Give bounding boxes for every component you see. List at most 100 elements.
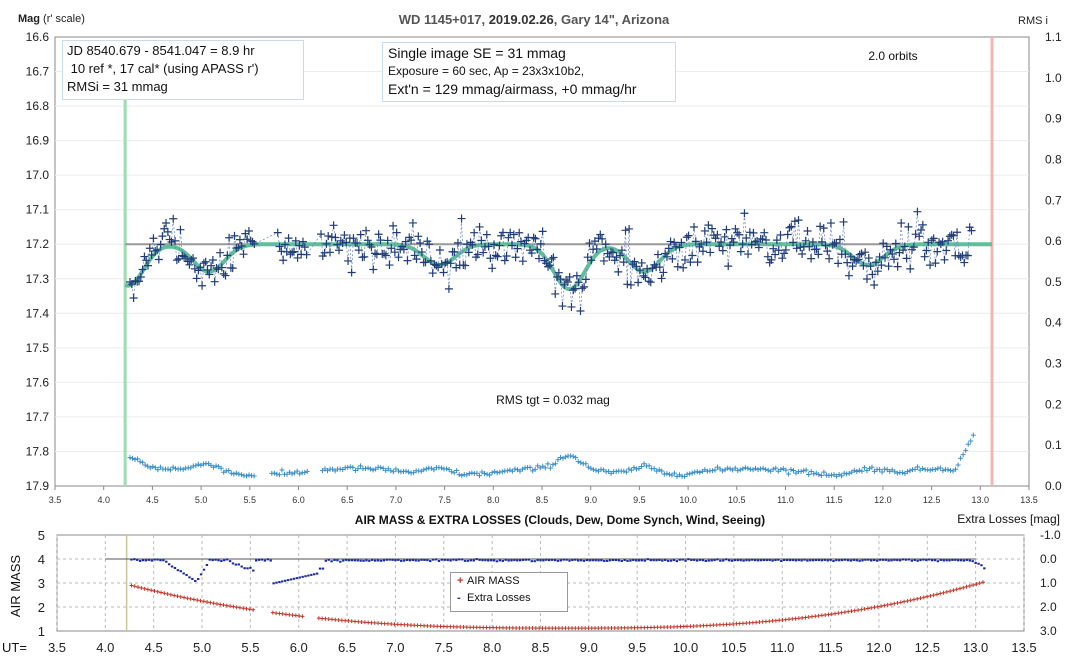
rms-point bbox=[147, 465, 153, 471]
rms-point bbox=[765, 467, 771, 473]
extra-loss-point bbox=[156, 558, 159, 561]
top-y-tick-label: 16.7 bbox=[26, 65, 50, 79]
magnitude-point bbox=[353, 239, 362, 248]
rms-point bbox=[659, 468, 665, 474]
rms-point bbox=[730, 467, 736, 473]
extra-loss-point bbox=[577, 559, 580, 562]
extra-loss-point bbox=[167, 563, 171, 566]
extra-loss-point bbox=[539, 559, 542, 562]
rms-point bbox=[737, 467, 743, 473]
magnitude-point bbox=[156, 240, 165, 249]
magnitude-point bbox=[435, 245, 444, 254]
rms-point bbox=[431, 467, 437, 473]
airmass-point bbox=[971, 583, 976, 588]
magnitude-point bbox=[479, 248, 488, 257]
magnitude-point bbox=[380, 249, 389, 258]
rms-point bbox=[702, 467, 708, 473]
extra-loss-point bbox=[771, 559, 774, 562]
magnitude-point bbox=[408, 218, 417, 227]
top-y-ticks: 16.6 16.7 16.8 16.9 17.0 17.1 17.2 17.3 17.4 17.5… bbox=[26, 30, 50, 493]
magnitude-point bbox=[940, 255, 949, 264]
magnitude-point bbox=[344, 256, 353, 265]
extra-loss-point bbox=[196, 578, 200, 581]
magnitude-point bbox=[693, 258, 702, 267]
rms-point bbox=[932, 467, 938, 473]
extra-loss-point bbox=[620, 559, 623, 562]
extra-loss-point bbox=[553, 559, 557, 562]
rms-point bbox=[575, 459, 581, 465]
airmass-point bbox=[159, 590, 164, 595]
airmass-point bbox=[915, 596, 920, 601]
rms-point bbox=[380, 465, 386, 471]
info-ref-stars: 10 ref *, 17 cal* (using APASS r') bbox=[67, 61, 259, 76]
magnitude-point bbox=[828, 240, 837, 249]
magnitude-point bbox=[666, 237, 675, 246]
magnitude-point bbox=[192, 274, 201, 283]
rms-point bbox=[474, 470, 480, 476]
rms-point bbox=[370, 467, 376, 473]
magnitude-point bbox=[154, 255, 163, 264]
magnitude-point bbox=[416, 239, 425, 248]
magnitude-point bbox=[439, 268, 448, 277]
magnitude-point bbox=[803, 226, 812, 235]
rms-point bbox=[846, 470, 852, 476]
extra-loss-point bbox=[426, 559, 429, 562]
magnitude-point bbox=[900, 242, 909, 251]
magnitude-point bbox=[214, 265, 223, 274]
magnitude-point bbox=[360, 252, 369, 261]
extra-loss-point bbox=[951, 558, 954, 561]
rms-point bbox=[866, 466, 872, 472]
magnitude-point bbox=[140, 252, 149, 261]
magnitude-point bbox=[491, 251, 500, 260]
bottom-y2-tick-label: 1.0 bbox=[1040, 576, 1057, 590]
airmass-point bbox=[980, 580, 985, 585]
extra-loss-point bbox=[545, 558, 548, 561]
extra-loss-point bbox=[391, 558, 394, 561]
magnitude-point bbox=[623, 280, 632, 289]
bottom-x-tick-label: 13.0 bbox=[963, 640, 988, 655]
airmass-point bbox=[224, 603, 229, 608]
airmass-point bbox=[168, 592, 173, 597]
rms-point bbox=[355, 466, 361, 472]
rms-point bbox=[165, 466, 171, 472]
rms-point bbox=[573, 455, 579, 461]
magnitude-point bbox=[713, 230, 722, 239]
magnitude-point bbox=[374, 230, 383, 239]
rms-point bbox=[332, 468, 338, 474]
airmass-point bbox=[974, 582, 979, 587]
airmass-point bbox=[205, 600, 210, 605]
extra-losses-axis-label: Extra Losses [mag] bbox=[957, 512, 1060, 526]
airmass-point bbox=[165, 592, 170, 597]
bottom-y-tick-label: 5 bbox=[38, 528, 45, 543]
rms-point bbox=[927, 467, 933, 473]
magnitude-point bbox=[839, 217, 848, 226]
magnitude-point bbox=[751, 237, 760, 246]
magnitude-point bbox=[138, 265, 147, 274]
magnitude-point bbox=[944, 236, 953, 245]
bottom-x-tick-label: 5.5 bbox=[241, 640, 259, 655]
extra-loss-point bbox=[420, 558, 423, 561]
magnitude-point bbox=[484, 242, 493, 251]
magnitude-point bbox=[572, 271, 581, 280]
magnitude-point bbox=[844, 271, 853, 280]
extra-loss-point bbox=[843, 558, 847, 561]
extra-loss-point bbox=[542, 559, 545, 562]
magnitude-point bbox=[632, 262, 641, 271]
extra-loss-point bbox=[922, 558, 925, 561]
observation-info-box: JD 8540.679 - 8541.047 = 8.9 hr 10 ref *… bbox=[62, 40, 304, 100]
extra-loss-point bbox=[463, 559, 467, 562]
extra-loss-point bbox=[182, 572, 185, 575]
rms-point bbox=[284, 471, 290, 477]
extra-loss-point bbox=[342, 559, 345, 562]
airmass-point bbox=[244, 606, 249, 611]
magnitude-point bbox=[859, 261, 868, 270]
rms-point bbox=[763, 467, 769, 473]
airmass-point bbox=[188, 596, 193, 601]
extra-loss-point bbox=[313, 573, 316, 576]
magnitude-point bbox=[545, 261, 554, 270]
top-y2-ticks: 1.1 1.0 0.9 0.8 0.7 0.6 0.5 0.4 0.3 0.2 0.1 0.0 bbox=[1045, 30, 1062, 493]
airmass-point bbox=[178, 594, 183, 599]
magnitude-point bbox=[884, 262, 893, 271]
info-jd-range: JD 8540.679 - 8541.047 = 8.9 hr bbox=[67, 43, 255, 58]
extra-loss-point bbox=[179, 570, 182, 573]
